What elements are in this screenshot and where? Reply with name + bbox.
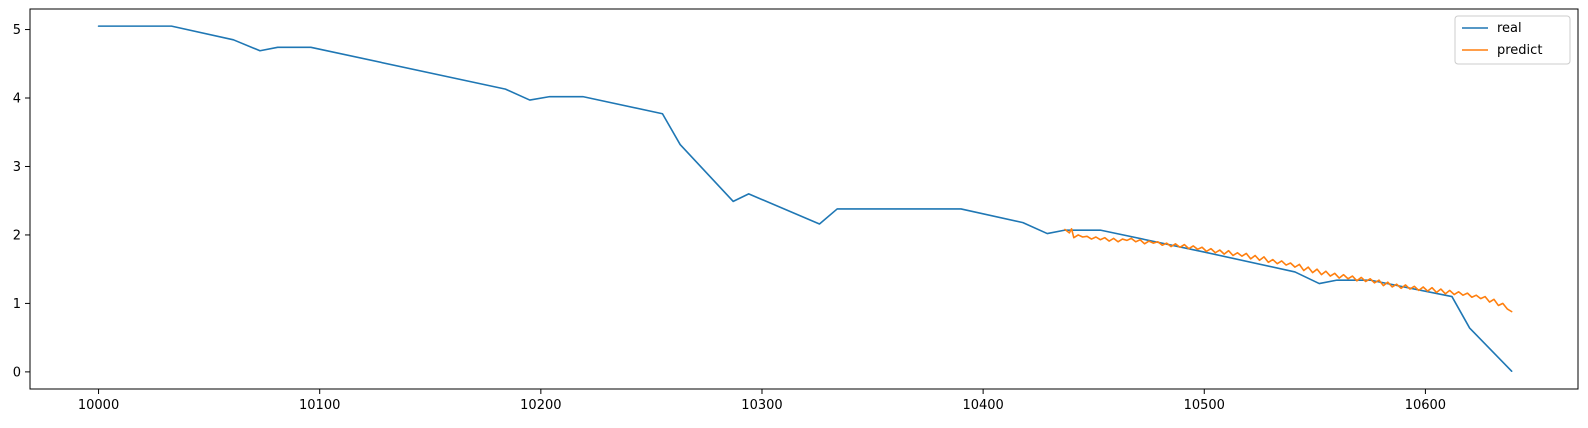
y-tick-label: 4 (13, 92, 21, 107)
y-tick-label: 3 (13, 160, 21, 175)
x-tick-label: 10600 (1405, 398, 1446, 413)
series-layer (97, 25, 1513, 373)
x-axis-ticks: 10000 10100 10200 10300 10400 10500 10600 (78, 389, 1446, 413)
y-tick-label: 0 (13, 365, 21, 380)
y-tick-label: 2 (13, 228, 21, 243)
y-tick-label: 5 (13, 23, 21, 38)
x-tick-label: 10000 (78, 398, 119, 413)
plot-frame (29, 8, 1579, 390)
legend-label-predict: predict (1497, 43, 1542, 58)
legend: real predict (1454, 15, 1571, 65)
y-axis-ticks: 0 1 2 3 4 5 (13, 23, 30, 380)
x-tick-label: 10200 (520, 398, 561, 413)
x-tick-label: 10300 (741, 398, 782, 413)
plot-area (30, 9, 1578, 389)
y-tick-label: 1 (13, 297, 21, 312)
series-line-predict (1064, 227, 1513, 313)
x-tick-label: 10100 (299, 398, 340, 413)
x-tick-label: 10500 (1184, 398, 1225, 413)
legend-label-real: real (1497, 21, 1522, 36)
x-tick-label: 10400 (962, 398, 1003, 413)
series-line-real (97, 25, 1513, 373)
